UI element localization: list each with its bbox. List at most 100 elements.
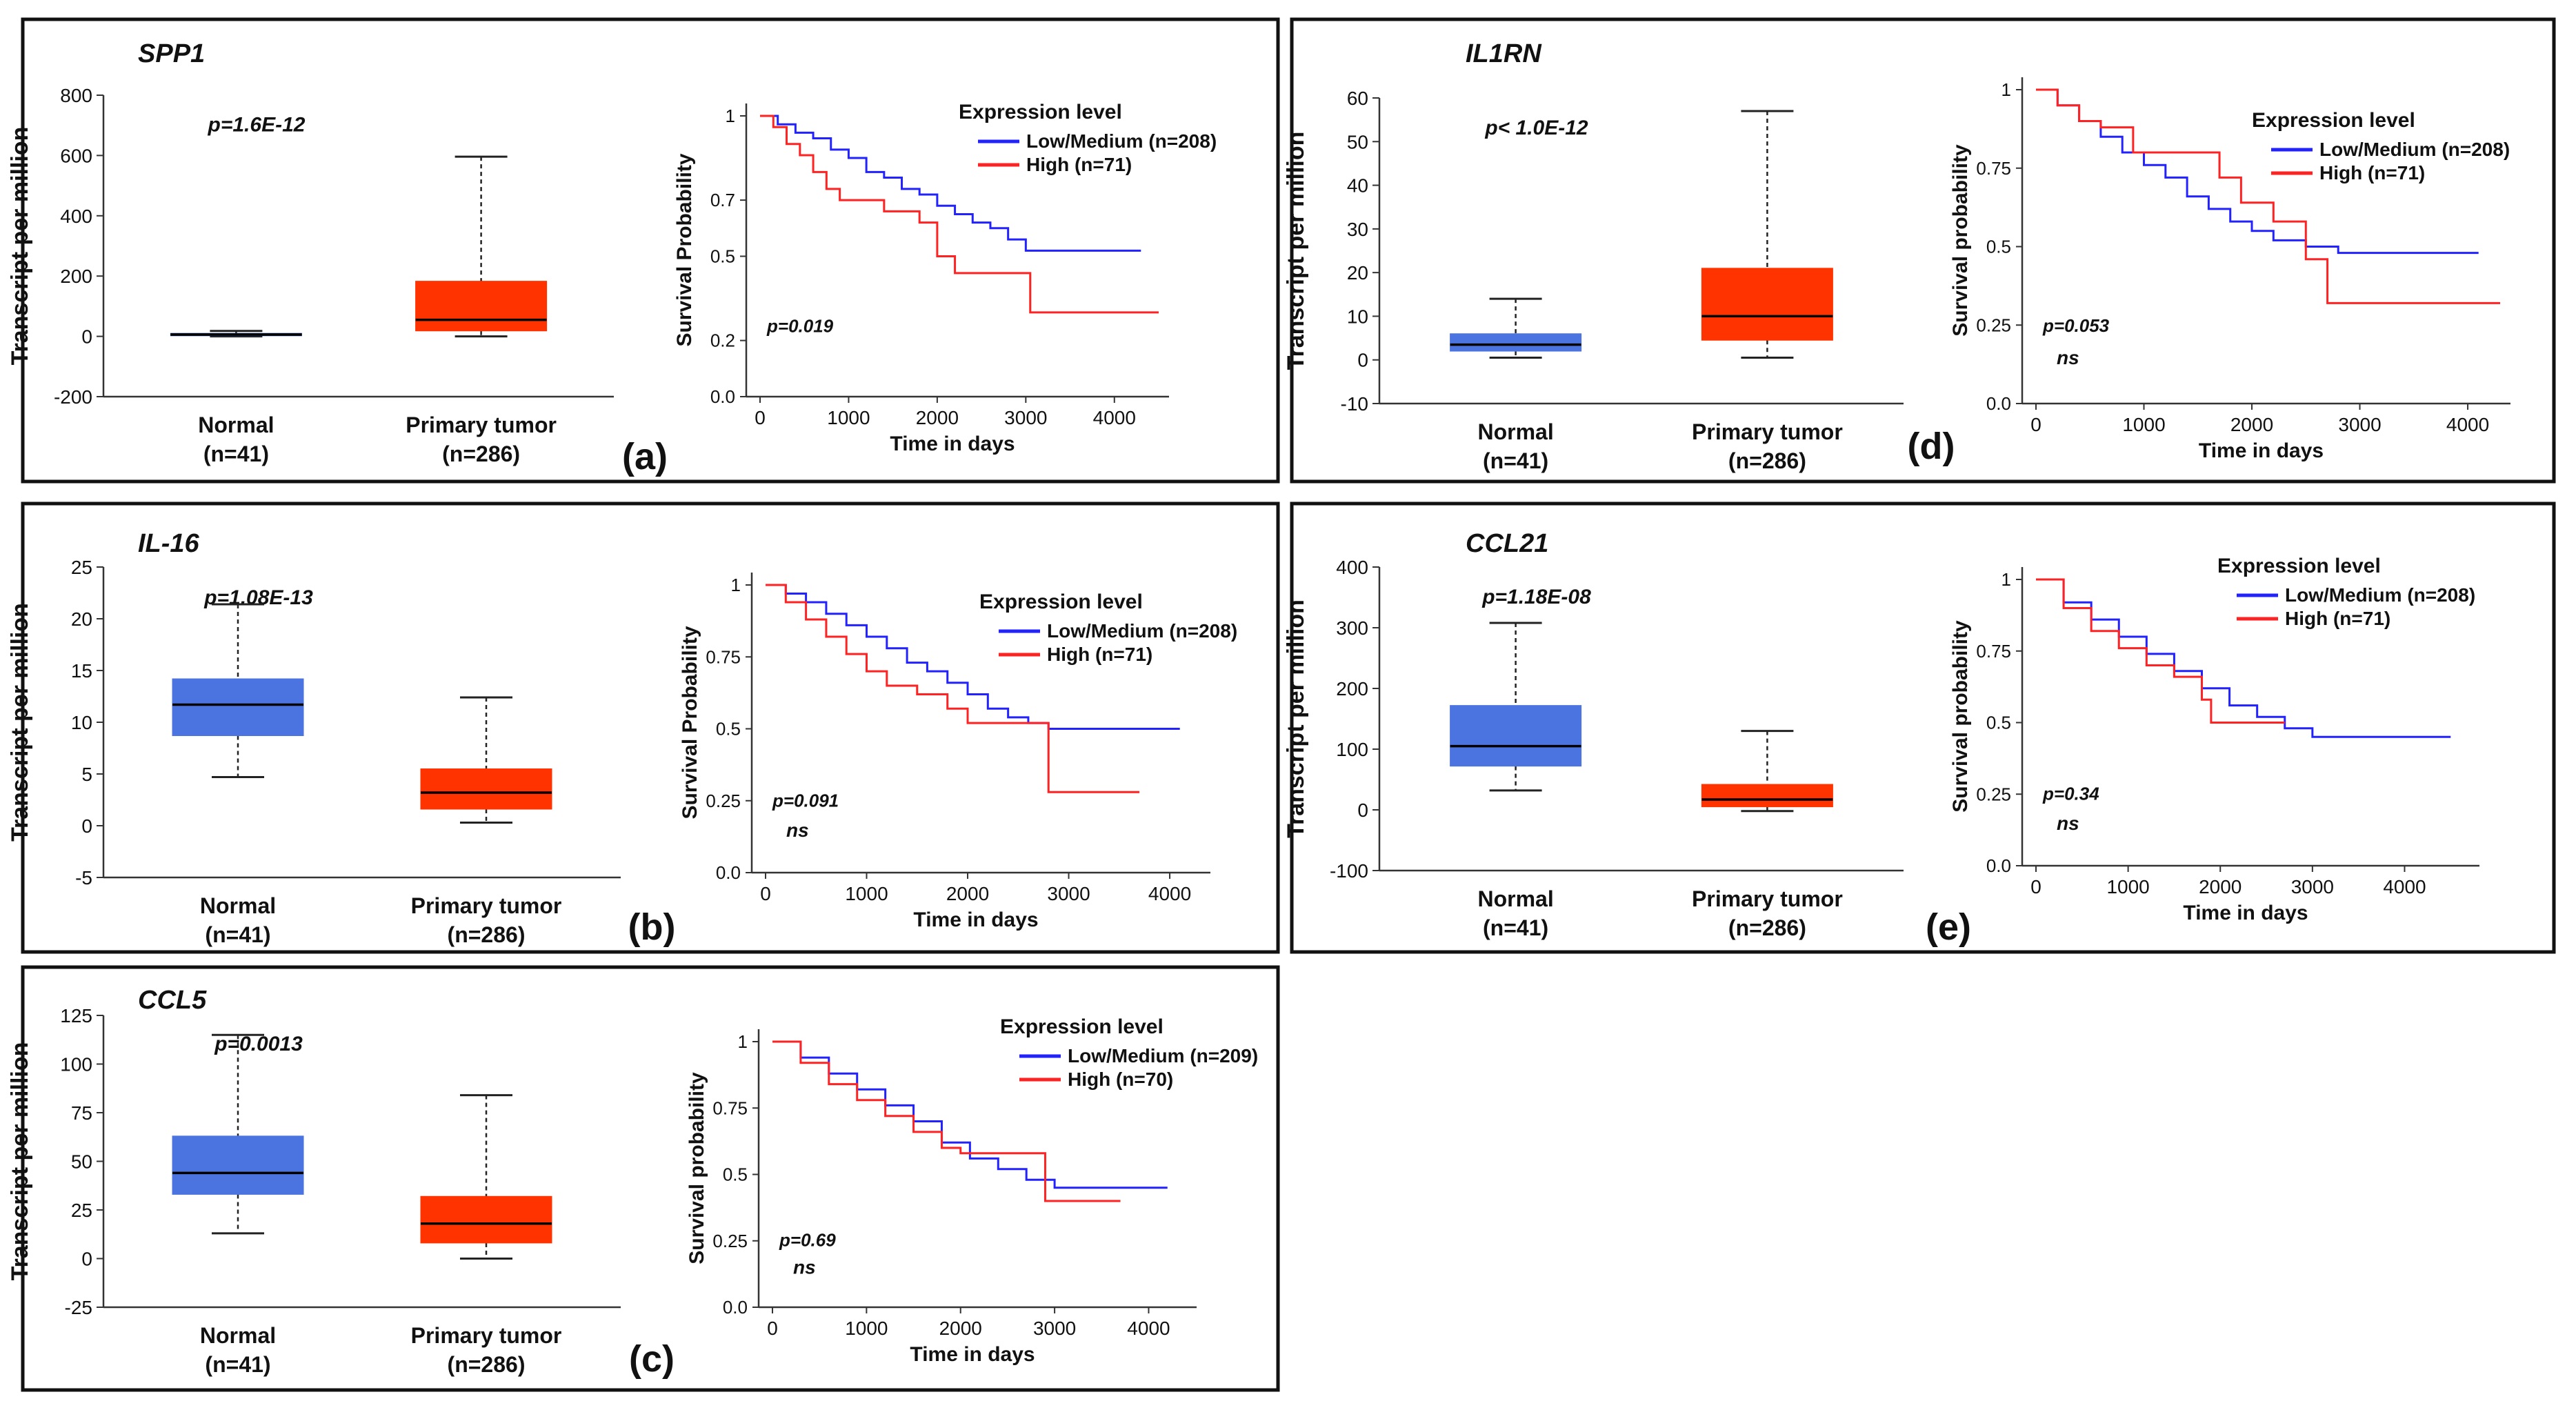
km-x-label: Time in days — [890, 433, 1015, 455]
group-count: (n=41) — [205, 1352, 270, 1377]
km-curve-low-medium — [760, 115, 1141, 252]
panel-frame — [1290, 502, 2556, 954]
km-x-tick-label: 2000 — [939, 1318, 982, 1339]
km-curve-high — [766, 584, 1140, 793]
box-y-tick-label: 20 — [1347, 262, 1368, 284]
legend-entry: Low/Medium (n=209) — [1068, 1045, 1258, 1066]
km-y-tick-label: 0.0 — [1986, 393, 2011, 414]
box-y-tick-label: 800 — [60, 85, 92, 106]
box-y-tick-label: 300 — [1336, 617, 1368, 639]
box-pvalue: p=1.08E-13 — [203, 586, 313, 609]
box-y-tick-label: 50 — [1347, 131, 1368, 152]
box-y-tick-label: 60 — [1347, 88, 1368, 109]
km-plot: 1 0.75 0.5 0.25 0.0 0 1000 2000 3000 4000 Survival… — [1949, 77, 2510, 462]
box-group-tumor: Primary tumor (n=286) — [1692, 730, 1843, 940]
km-x-tick-label: 4000 — [1093, 407, 1136, 428]
km-x-tick-label: 3000 — [1033, 1318, 1076, 1339]
km-x-tick-label: 1000 — [845, 883, 888, 904]
group-count: (n=41) — [203, 441, 269, 466]
box-y-label: Transcript per million — [7, 603, 33, 842]
km-pvalue: p=0.053 — [2042, 315, 2110, 336]
km-x-tick-label: 2000 — [2230, 414, 2273, 435]
km-legend: Expression level Low/Medium (n=208)High (… — [959, 101, 1217, 175]
box-group-tumor: Primary tumor (n=286) — [411, 696, 561, 947]
km-y-tick-label: 0.0 — [716, 862, 741, 883]
legend-entry: High (n=71) — [1047, 644, 1152, 665]
km-y-label: Survival Probability — [679, 626, 701, 819]
km-x-tick-label: 0 — [2030, 414, 2041, 435]
km-y-tick-label: 0.25 — [712, 1231, 748, 1251]
km-ns: ns — [2057, 347, 2079, 368]
legend-entry: High (n=71) — [1026, 154, 1132, 175]
box-y-label: Transcript per million — [7, 127, 33, 366]
legend-title: Expression level — [959, 101, 1122, 123]
panel-letter: (e) — [1926, 906, 1971, 948]
km-legend: Expression level Low/Medium (n=208)High (… — [979, 590, 1237, 665]
km-pvalue: p=0.091 — [772, 790, 839, 811]
box-pvalue: p=1.18E-08 — [1481, 586, 1591, 608]
km-y-tick-label: 0.75 — [1976, 158, 2011, 179]
km-y-tick-label: 0.5 — [710, 246, 735, 267]
km-y-label: Survival probability — [686, 1072, 708, 1264]
km-x-label: Time in days — [2199, 439, 2324, 462]
panel-letter: (d) — [1908, 426, 1955, 467]
km-y-tick-label: 0.5 — [716, 719, 741, 739]
group-name: Primary tumor — [1692, 886, 1843, 911]
box-y-tick-label: 400 — [1336, 557, 1368, 578]
box-y-tick-label: 75 — [71, 1102, 92, 1124]
boxplot: 125 100 75 50 25 0 -25 Transcript per million p=… — [7, 1005, 621, 1377]
iqr-box — [172, 678, 304, 736]
km-curve-low-medium — [766, 584, 1180, 730]
boxplot: 800 600 400 200 0 -200 Transcript per million p… — [7, 85, 614, 466]
km-pvalue: p=0.69 — [779, 1229, 836, 1250]
iqr-box — [420, 768, 552, 810]
iqr-box — [415, 281, 548, 332]
box-group-normal: Normal (n=41) — [1450, 622, 1582, 940]
box-group-tumor: Primary tumor (n=286) — [411, 1094, 561, 1377]
boxplot: 60 50 40 30 20 10 0 -10 Transcript per million p<… — [1283, 88, 1904, 473]
iqr-box — [172, 1135, 304, 1195]
km-x-tick-label: 4000 — [2446, 414, 2489, 435]
km-y-tick-label: 1 — [2001, 569, 2011, 590]
gene-title: CCL21 — [1466, 529, 1548, 558]
km-y-tick-label: 1 — [2001, 79, 2011, 100]
km-legend: Expression level Low/Medium (n=208)High (… — [2217, 555, 2475, 629]
gene-title: CCL5 — [138, 986, 207, 1015]
box-y-label: Transcript per million — [1283, 599, 1309, 838]
box-y-tick-label: 10 — [1347, 306, 1368, 327]
box-y-tick-label: 0 — [81, 1249, 92, 1270]
km-y-tick-label: 0.5 — [723, 1164, 748, 1185]
group-count: (n=286) — [1728, 915, 1806, 940]
box-y-tick-label: 5 — [81, 764, 92, 785]
km-y-tick-label: 0.2 — [710, 330, 735, 351]
km-y-tick-label: 0.5 — [1986, 237, 2011, 257]
group-count: (n=286) — [442, 441, 520, 466]
iqr-box — [1701, 268, 1833, 341]
box-y-tick-label: 125 — [60, 1005, 92, 1026]
legend-entry: Low/Medium (n=208) — [1026, 130, 1217, 152]
km-y-label: Survival probability — [1949, 144, 1972, 337]
km-x-tick-label: 0 — [755, 407, 766, 428]
panel-letter: (b) — [628, 906, 676, 948]
km-x-tick-label: 2000 — [946, 883, 989, 904]
km-legend: Expression level Low/Medium (n=209) High (… — [1000, 1015, 1258, 1090]
box-y-tick-label: 25 — [71, 1200, 92, 1221]
legend-entry: High (n=71) — [2319, 162, 2425, 183]
box-y-tick-label: 0 — [81, 326, 92, 348]
gene-title: IL1RN — [1466, 39, 1542, 68]
km-x-tick-label: 1000 — [845, 1318, 888, 1339]
box-y-tick-label: 10 — [71, 712, 92, 733]
box-group-normal: Normal (n=41) — [172, 1033, 304, 1377]
km-x-label: Time in days — [910, 1343, 1035, 1366]
boxplot: 25 20 15 10 5 0 -5 Transcript per million p=1.08… — [7, 557, 621, 947]
box-y-tick-label: -10 — [1341, 393, 1368, 415]
group-name: Primary tumor — [1692, 419, 1843, 444]
km-x-tick-label: 1000 — [827, 407, 870, 428]
box-y-label: Transcript per million — [7, 1042, 33, 1281]
km-y-tick-label: 0.5 — [1986, 713, 2011, 733]
